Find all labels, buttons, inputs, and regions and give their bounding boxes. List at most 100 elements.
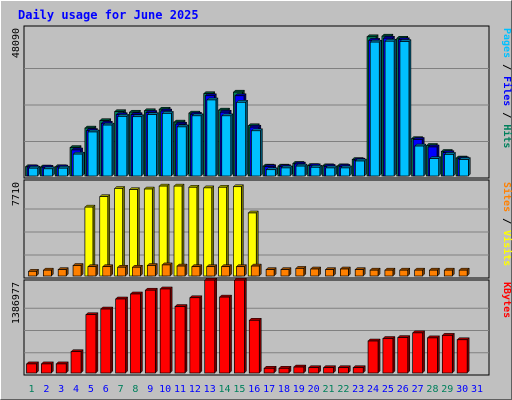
day-label-26: 26 (397, 384, 409, 395)
bar-pages-day-11 (176, 124, 189, 177)
bar-pages-day-23-front (355, 160, 365, 177)
bar-pages-day-5 (87, 129, 100, 177)
bar-sites-day-14-front (221, 266, 230, 277)
day-label-12: 12 (189, 384, 201, 395)
bar-sites-day-13 (206, 264, 218, 277)
bar-pages-day-24-front (369, 41, 380, 177)
bar-sites-day-5-front (87, 266, 97, 277)
axis-label-kbytes: KBytes (501, 282, 512, 318)
bar-sites-day-16-front (250, 265, 260, 277)
bar-kbytes-day-13 (204, 277, 218, 374)
bar-pages-day-1-front (28, 167, 39, 177)
bar-sites-day-11 (176, 263, 188, 277)
bar-pages-day-15 (235, 99, 249, 177)
bar-sites-day-3-front (57, 269, 67, 277)
bar-sites-day-28-front (429, 269, 438, 277)
axis-label-part-visits_sites-1: / (501, 212, 512, 230)
bar-visits-day-12 (188, 184, 200, 277)
bar-kbytes-day-25 (382, 335, 396, 374)
bar-pages-day-14-front (221, 115, 232, 177)
bar-visits-day-7 (113, 185, 126, 277)
bar-kbytes-day-19-front (293, 366, 305, 374)
bar-visits-day-11 (173, 183, 185, 277)
bar-pages-day-18-front (280, 167, 291, 177)
bar-sites-day-9 (146, 262, 158, 277)
bar-visits-day-9-front (143, 188, 153, 277)
bar-kbytes-day-6 (100, 306, 114, 374)
bar-kbytes-day-17 (263, 365, 277, 374)
bar-sites-day-30 (458, 267, 470, 277)
axis-label-hits_files_pages: Pages / Files / Hits (501, 28, 512, 148)
bar-pages-day-12 (191, 113, 204, 177)
bar-pages-day-19-front (295, 165, 306, 177)
bar-sites-day-21 (324, 266, 337, 277)
bar-pages-day-25-front (384, 40, 395, 177)
bar-pages-day-2-front (43, 168, 53, 177)
bar-kbytes-day-5-front (85, 314, 97, 374)
bar-sites-day-25-front (384, 269, 394, 277)
bar-pages-day-6 (102, 122, 115, 177)
bar-kbytes-day-12 (189, 295, 203, 374)
ymax-label-hits_files_pages: 48090 (11, 28, 22, 58)
day-label-14: 14 (219, 384, 231, 395)
bar-sites-day-12-front (191, 266, 201, 277)
bar-pages-day-5-front (87, 131, 98, 177)
bar-kbytes-day-7 (114, 296, 129, 374)
bar-sites-day-25 (384, 267, 396, 277)
day-label-21: 21 (322, 384, 334, 395)
bar-kbytes-day-1-front (26, 363, 37, 374)
bar-kbytes-day-22 (337, 365, 351, 374)
bar-visits-day-13 (203, 185, 215, 277)
bar-visits-day-12-front (188, 186, 198, 277)
bar-pages-day-25 (384, 38, 397, 177)
bar-pages-day-22-front (340, 167, 350, 177)
bar-kbytes-day-13-front (204, 279, 216, 374)
bar-pages-day-16 (250, 128, 264, 177)
bar-sites-day-13-front (206, 266, 216, 277)
day-label-28: 28 (426, 384, 438, 395)
bar-kbytes-day-4 (70, 349, 84, 374)
bar-pages-day-9 (146, 112, 160, 177)
day-label-24: 24 (367, 384, 379, 395)
bar-sites-day-17 (265, 266, 277, 277)
bar-kbytes-day-1 (25, 361, 40, 374)
day-label-31: 31 (471, 384, 483, 395)
bar-kbytes-day-15 (233, 277, 248, 374)
bar-visits-day-14 (217, 184, 230, 277)
bar-kbytes-day-12-front (189, 297, 201, 374)
bar-kbytes-day-17-front (263, 367, 275, 374)
bar-visits-day-10-front (158, 185, 168, 277)
bar-pages-day-4-front (72, 153, 83, 177)
bar-kbytes-day-7-front (115, 298, 126, 374)
day-label-16: 16 (248, 384, 260, 395)
bar-kbytes-day-24 (367, 338, 381, 374)
bar-pages-day-17 (265, 167, 278, 177)
bar-pages-day-10 (161, 110, 174, 177)
bar-sites-day-10-front (161, 264, 171, 277)
day-label-9: 9 (147, 384, 153, 395)
bar-kbytes-day-3-front (55, 363, 67, 374)
bar-kbytes-day-28-front (427, 337, 438, 374)
bar-visits-day-8 (128, 187, 141, 277)
bar-pages-day-12-front (191, 115, 202, 177)
bar-sites-day-23 (354, 266, 366, 277)
bar-sites-day-15 (235, 264, 248, 277)
bar-sites-day-18-front (280, 269, 290, 277)
bar-pages-day-29 (443, 151, 457, 177)
bar-visits-day-13-front (203, 187, 213, 277)
bar-kbytes-day-20-front (308, 367, 319, 374)
bar-pages-day-10-front (162, 113, 172, 177)
day-label-25: 25 (382, 384, 394, 395)
bar-pages-day-28 (429, 156, 442, 177)
bar-kbytes-day-2-front (40, 363, 52, 374)
bar-pages-day-28-front (429, 158, 439, 177)
bar-kbytes-day-3 (55, 361, 69, 374)
bar-sites-day-8-front (132, 266, 141, 277)
day-label-20: 20 (308, 384, 320, 395)
bar-pages-day-17-front (265, 169, 276, 177)
bar-pages-day-26-front (399, 41, 410, 177)
bar-sites-day-17-front (265, 269, 275, 277)
bar-pages-day-29-front (444, 154, 454, 177)
bar-pages-day-13-front (206, 99, 217, 177)
bar-pages-day-19 (295, 163, 308, 177)
